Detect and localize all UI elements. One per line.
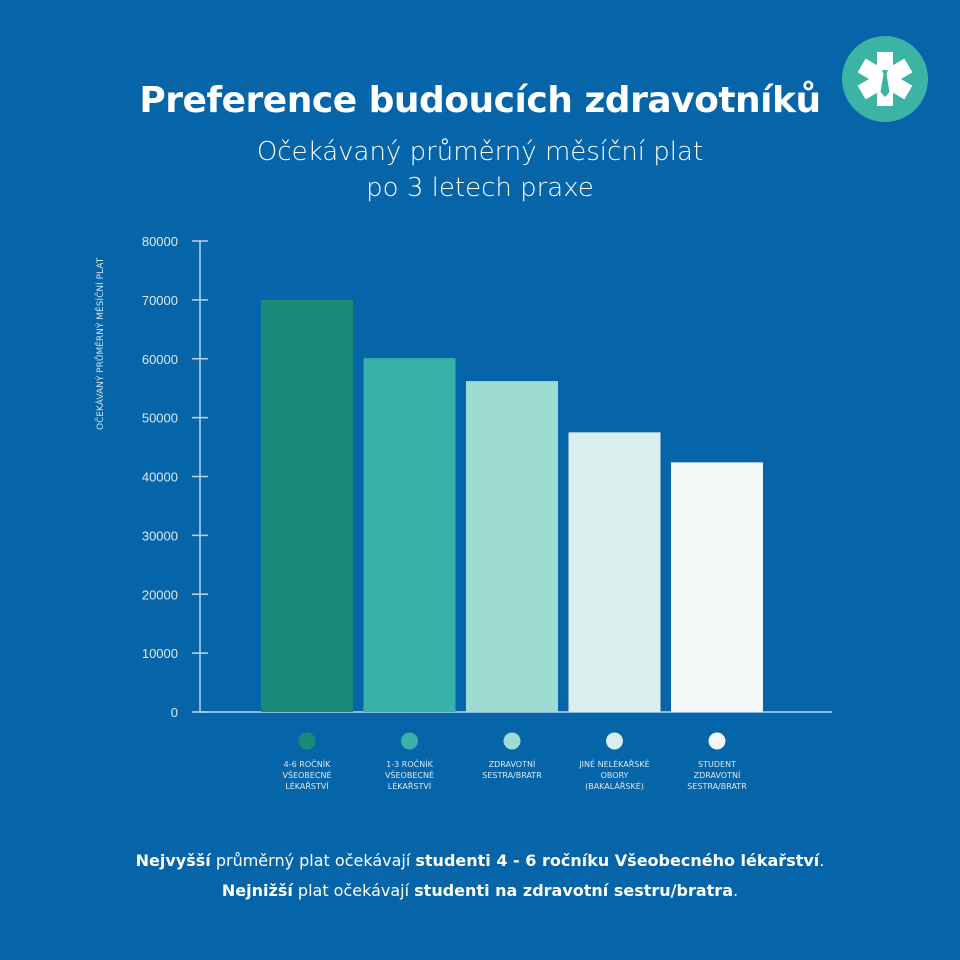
legend-label: VŠEOBECNÉ: [385, 769, 434, 780]
y-tick-label: 0: [171, 705, 178, 720]
chart-subtitle: Očekávaný průměrný měsíční plat po 3 let…: [0, 134, 960, 206]
legend-marker: [503, 732, 521, 750]
footer-text: plat očekávají: [292, 881, 415, 900]
legend-label: (BAKALÁŘSKÉ): [585, 780, 644, 791]
footer-text: průměrný plat očekávají: [210, 851, 416, 870]
footer-text: .: [819, 851, 825, 870]
legend-label: OBORY: [601, 771, 629, 780]
legend-label: SESTRA/BRATR: [482, 771, 542, 780]
bar: [466, 381, 558, 712]
legend-label: LÉKAŘSTVÍ: [388, 780, 432, 791]
legend-label: ZDRAVOTNÍ: [489, 758, 536, 769]
footer-emphasis: Nejvyšší: [135, 851, 211, 870]
star-of-life-with-tie-icon: [842, 36, 928, 122]
bar: [363, 358, 456, 712]
footer-emphasis: studenti na zdravotní sestru/bratra: [414, 881, 733, 900]
legend-marker: [401, 732, 418, 750]
legend-label: LÉKAŘSTVÍ: [285, 780, 329, 791]
legend-marker: [606, 732, 623, 750]
footer-emphasis: studenti 4 - 6 ročníku Všeobecného lékař…: [415, 851, 820, 870]
page-title: Preference budoucích zdravotníků: [139, 80, 821, 121]
legend-marker: [708, 732, 726, 750]
y-tick-label: 70000: [142, 293, 178, 308]
chart-subtitle-line: po 3 letech praxe: [366, 173, 594, 203]
footer-summary: Nejvyšší průměrný plat očekávají student…: [0, 846, 960, 906]
y-tick-label: 20000: [142, 587, 178, 602]
y-tick-label: 10000: [142, 646, 178, 661]
footer-line-1: Nejvyšší průměrný plat očekávají student…: [0, 846, 960, 876]
chart-title: Očekávaný průměrný měsíční plat: [256, 137, 704, 167]
legend-label: SESTRA/BRATR: [687, 782, 747, 791]
y-tick-label: 50000: [142, 411, 178, 426]
y-tick-label: 30000: [142, 528, 178, 543]
y-tick-label: 80000: [142, 234, 178, 249]
footer-text: .: [733, 881, 739, 900]
legend-label: 4-6 ROČNÍK: [284, 758, 331, 769]
y-tick-label: 60000: [142, 352, 178, 367]
legend-label: JINÉ NELÉKAŘSKÉ: [578, 758, 649, 769]
bar: [568, 432, 661, 712]
legend-marker: [298, 732, 316, 750]
bar: [671, 462, 763, 712]
legend-label: STUDENT: [698, 760, 736, 769]
footer-emphasis: Nejnižší: [221, 881, 293, 900]
legend-label: VŠEOBECNÉ: [282, 769, 331, 780]
legend-label: ZDRAVOTNÍ: [694, 769, 741, 780]
bar: [261, 299, 353, 712]
legend-label: 1-3 ROČNÍK: [386, 758, 433, 769]
footer-line-2: Nejnižší plat očekávají studenti na zdra…: [0, 876, 960, 906]
y-tick-label: 40000: [142, 470, 178, 485]
